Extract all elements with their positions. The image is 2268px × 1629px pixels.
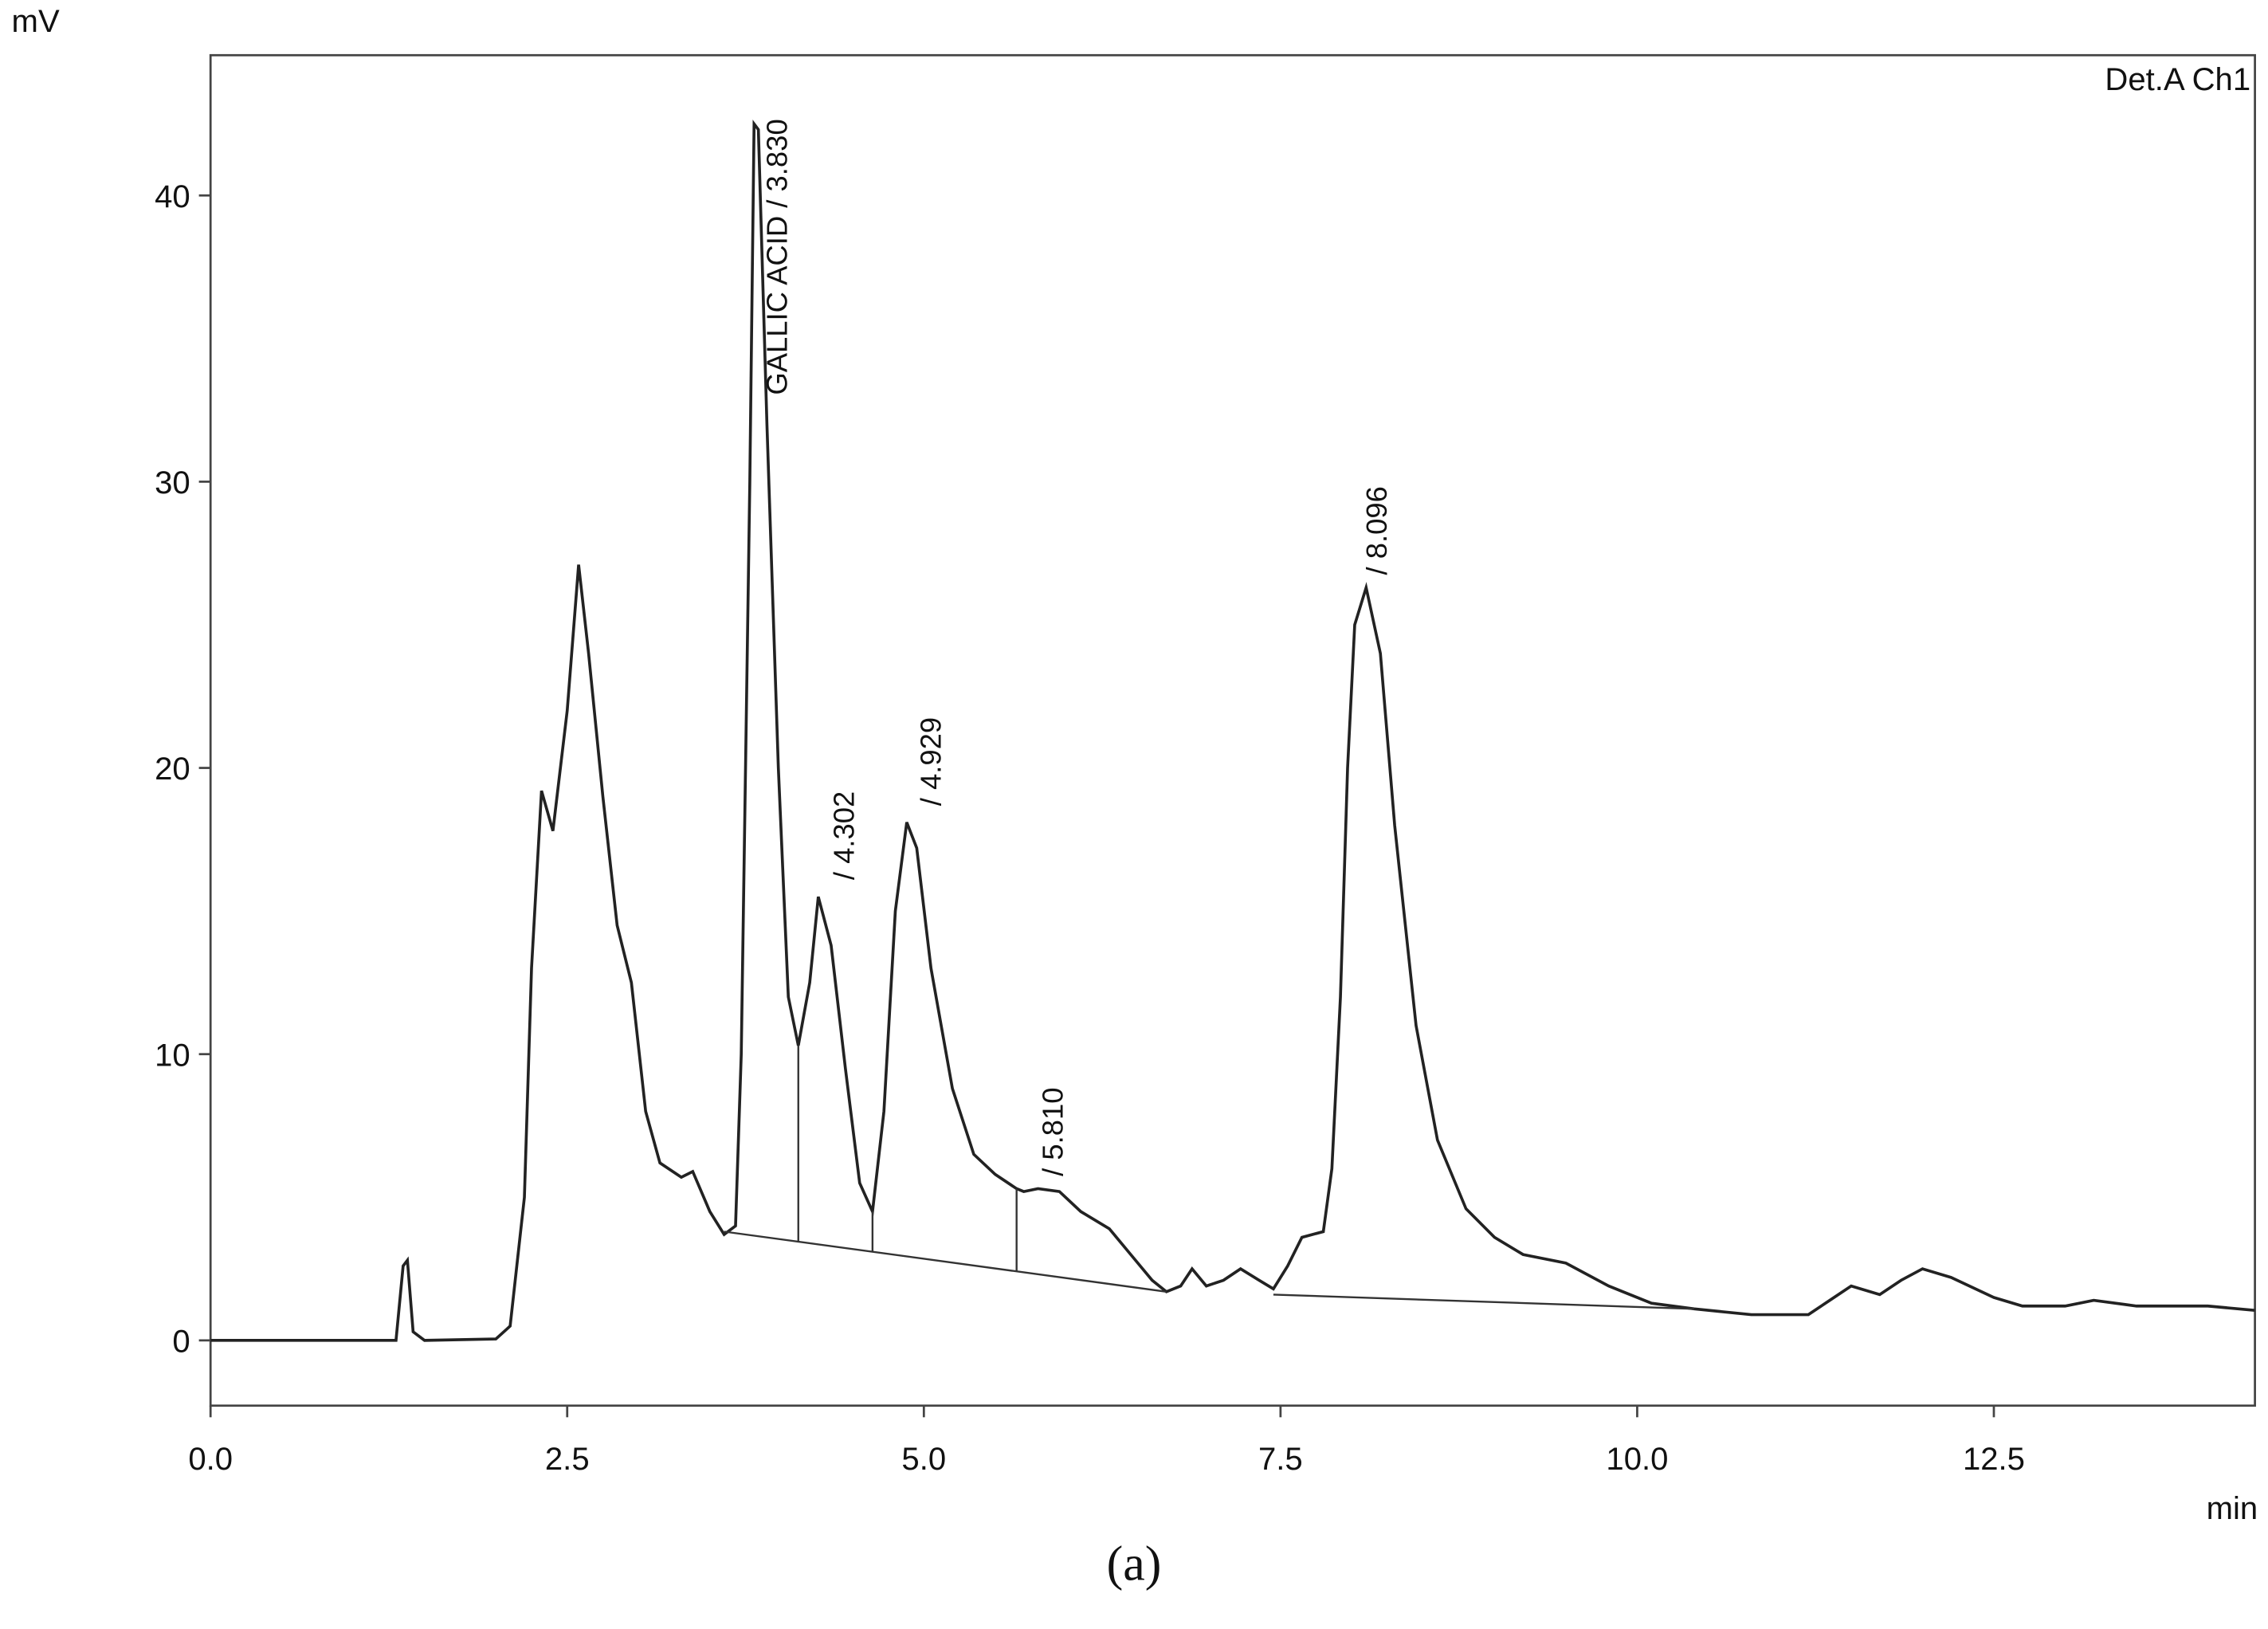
peak-label: / 5.810 [1037,1087,1069,1176]
y-tick-label: 0 [172,1324,190,1359]
y-tick-label: 10 [155,1038,190,1073]
peak-label: / 4.302 [827,791,860,880]
y-tick-label: 20 [155,752,190,787]
trace [210,120,2255,1342]
x-tick-label: 2.5 [545,1442,590,1477]
integration-baseline [724,1231,1167,1293]
peak-label: / 8.096 [1360,486,1393,575]
y-unit: mV [12,4,60,39]
x-tick-label: 5.0 [901,1442,946,1477]
detector-label: Det.A Ch1 [2105,62,2250,97]
plot-frame [209,53,2256,1407]
x-axis-label: min [2207,1491,2258,1526]
y-tick-label: 40 [155,179,190,214]
x-tick-label: 12.5 [1963,1442,2025,1477]
x-tick-label: 7.5 [1258,1442,1303,1477]
peak-label: / 4.929 [915,717,948,806]
x-tick-label: 10.0 [1606,1442,1668,1477]
peak-label: GALLIC ACID / 3.830 [761,119,794,394]
x-tick-label: 0.0 [188,1442,233,1477]
integration-baseline [1273,1293,1695,1310]
caption: (a) [1107,1537,1162,1591]
y-tick-label: 30 [155,465,190,500]
